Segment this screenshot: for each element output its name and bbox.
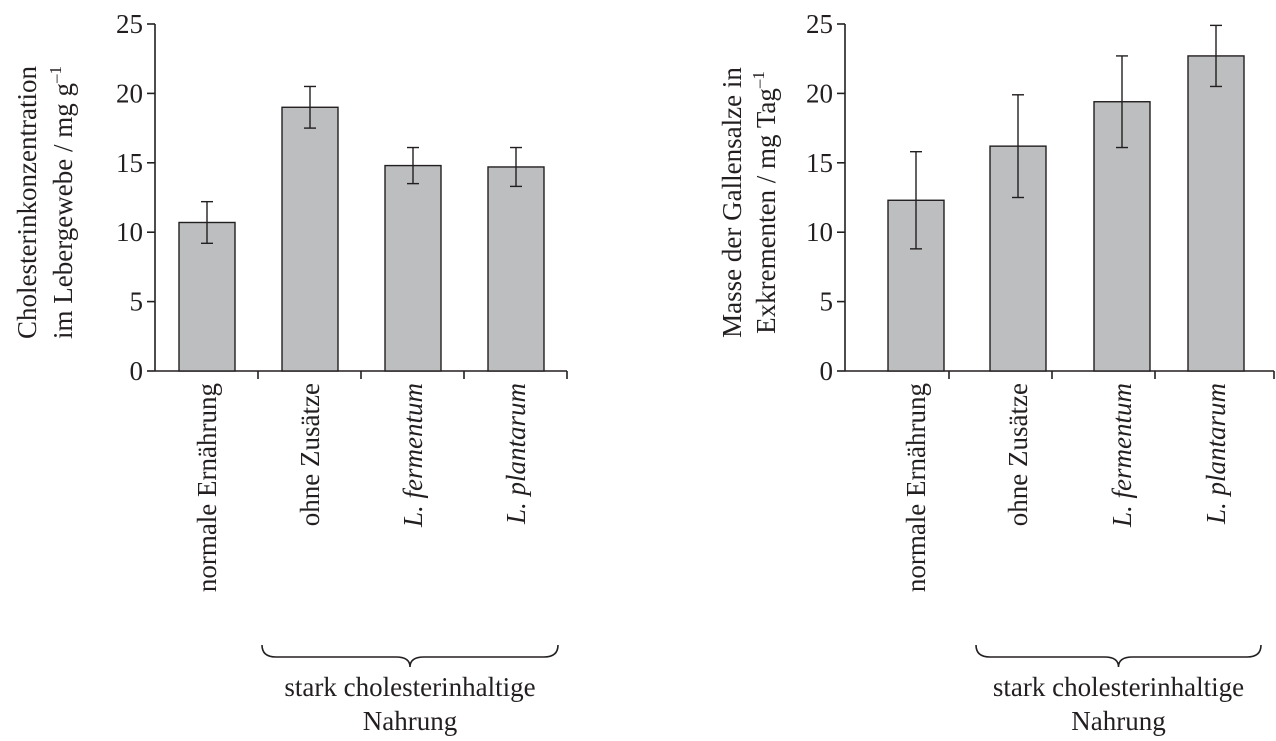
y-tick-label: 5: [130, 287, 144, 317]
y-axis-title-line1: Cholesterinkonzentration: [12, 66, 42, 339]
y-axis-title-line2: Exkrementen / mg Tag–1: [749, 71, 781, 334]
category-label: L. plantarum: [501, 383, 531, 525]
category-label: L. plantarum: [1201, 383, 1231, 525]
bar: [178, 221, 236, 372]
group-brace: [975, 644, 1262, 668]
y-tick-label: 0: [130, 356, 144, 386]
bar: [1187, 55, 1245, 372]
chart-2: 0 5 10 15 20 25 normale Ernährung ohne Zusätze L…: [717, 9, 1275, 736]
category-label: L. fermentum: [398, 383, 428, 528]
y-tick-label: 20: [806, 78, 833, 108]
category-label: normale Ernährung: [192, 383, 222, 592]
y-tick-label: 10: [116, 217, 143, 247]
category-label: normale Ernährung: [901, 383, 931, 592]
y-tick-label: 0: [820, 356, 834, 386]
group-label-line1: stark cholesterinhaltige: [284, 672, 535, 702]
chart-1: 0 5 10 15 20 25 normale Ernährung ohne Zusätze L…: [12, 9, 568, 736]
group-label-line2: Nahrung: [363, 706, 457, 736]
category-label: ohne Zusätze: [1003, 383, 1033, 526]
category-label: L. fermentum: [1107, 383, 1137, 528]
y-tick-label: 5: [820, 287, 834, 317]
bar: [487, 166, 545, 372]
y-tick-label: 10: [806, 217, 833, 247]
y-tick-label: 15: [116, 148, 143, 178]
y-axis-title-line1: Masse der Gallensalze in: [717, 67, 747, 338]
bar: [281, 106, 339, 372]
y-tick-label: 25: [116, 9, 143, 39]
y-tick-label: 15: [806, 148, 833, 178]
group-label-line1: stark cholesterinhaltige: [993, 672, 1244, 702]
y-axis-title-line2: im Lebergewebe / mg g–1: [46, 66, 78, 339]
y-tick-label: 25: [806, 9, 833, 39]
group-label-line2: Nahrung: [1071, 706, 1165, 736]
bar: [384, 164, 442, 372]
group-brace: [261, 644, 559, 668]
y-tick-label: 20: [116, 78, 143, 108]
category-label: ohne Zusätze: [295, 383, 325, 526]
